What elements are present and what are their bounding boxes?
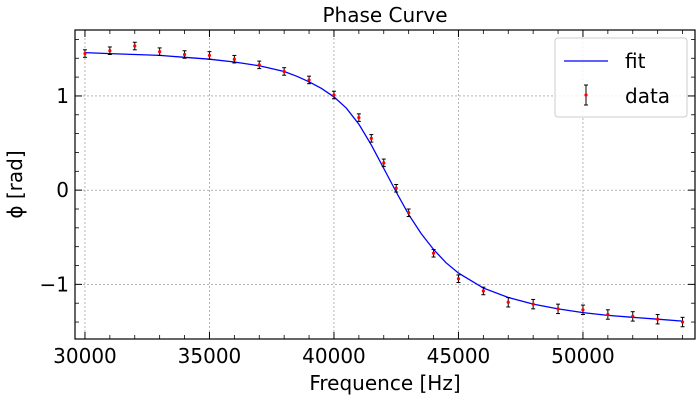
y-tick-label: −1 (40, 272, 69, 296)
fit-line (84, 51, 683, 322)
data-point (556, 303, 561, 315)
legend-data-label: data (625, 84, 670, 108)
data-marker (556, 307, 560, 311)
data-point (481, 286, 486, 296)
data-marker (456, 277, 461, 281)
data-marker (481, 289, 485, 293)
data-marker (257, 63, 261, 67)
data-marker (431, 251, 436, 255)
data-point (580, 304, 585, 316)
data-point (232, 54, 237, 64)
data-point (394, 184, 399, 193)
data-marker (631, 314, 635, 318)
legend-data-swatch (584, 84, 588, 106)
data-marker (407, 211, 411, 215)
data-point (680, 316, 685, 328)
y-axis-label: ϕ [rad] (3, 150, 27, 218)
x-tick-label: 45000 (427, 344, 491, 368)
data-marker (606, 312, 610, 317)
axis-ticks: 30000 35000 40000 45000 50000 1 0 −1 (40, 30, 695, 368)
data-point (431, 249, 436, 258)
data-marker (394, 186, 398, 190)
legend: fit data (554, 37, 688, 118)
data-point (369, 134, 374, 143)
chart-title: Phase Curve (322, 3, 447, 27)
data-marker (369, 136, 373, 140)
data-point (531, 298, 536, 310)
data-point (132, 41, 137, 51)
data-point (107, 46, 112, 55)
data-point (307, 75, 312, 85)
data-point (456, 274, 461, 283)
data-point (406, 208, 411, 218)
legend-box (554, 37, 688, 118)
data-series (82, 41, 685, 328)
fit-series (84, 51, 683, 322)
legend-data-marker (584, 93, 588, 97)
x-tick-label: 40000 (302, 344, 366, 368)
x-axis-label: Frequence [Hz] (309, 371, 460, 395)
data-point (157, 47, 162, 56)
data-marker (581, 308, 585, 312)
data-marker (680, 320, 685, 324)
y-tick-label: 0 (56, 178, 69, 202)
data-point (257, 60, 262, 70)
data-marker (182, 52, 187, 57)
data-marker (108, 49, 112, 53)
plot-frame (74, 29, 696, 340)
x-tick-label: 30000 (53, 344, 117, 368)
data-point (356, 113, 361, 122)
data-point (506, 297, 511, 308)
data-point (82, 49, 87, 58)
x-tick-label: 50000 (551, 344, 615, 368)
data-point (282, 67, 287, 76)
y-tick-label: 1 (56, 84, 69, 108)
data-point (182, 50, 187, 59)
data-marker (207, 53, 212, 58)
data-marker (158, 50, 162, 54)
x-tick-label: 35000 (178, 344, 242, 368)
data-point (331, 90, 336, 100)
data-marker (282, 69, 286, 74)
data-point (381, 158, 386, 168)
data-marker (307, 78, 311, 82)
data-marker (531, 302, 535, 306)
legend-fit-label: fit (625, 49, 646, 73)
data-marker (83, 51, 87, 56)
data-marker (382, 161, 386, 165)
data-marker (232, 57, 236, 61)
data-point (605, 309, 610, 320)
data-point (207, 51, 212, 60)
data-marker (506, 300, 510, 304)
data-marker (357, 116, 361, 120)
data-point (655, 314, 660, 325)
data-point (630, 311, 635, 322)
data-marker (133, 44, 137, 48)
data-marker (656, 317, 660, 321)
data-marker (332, 93, 336, 97)
